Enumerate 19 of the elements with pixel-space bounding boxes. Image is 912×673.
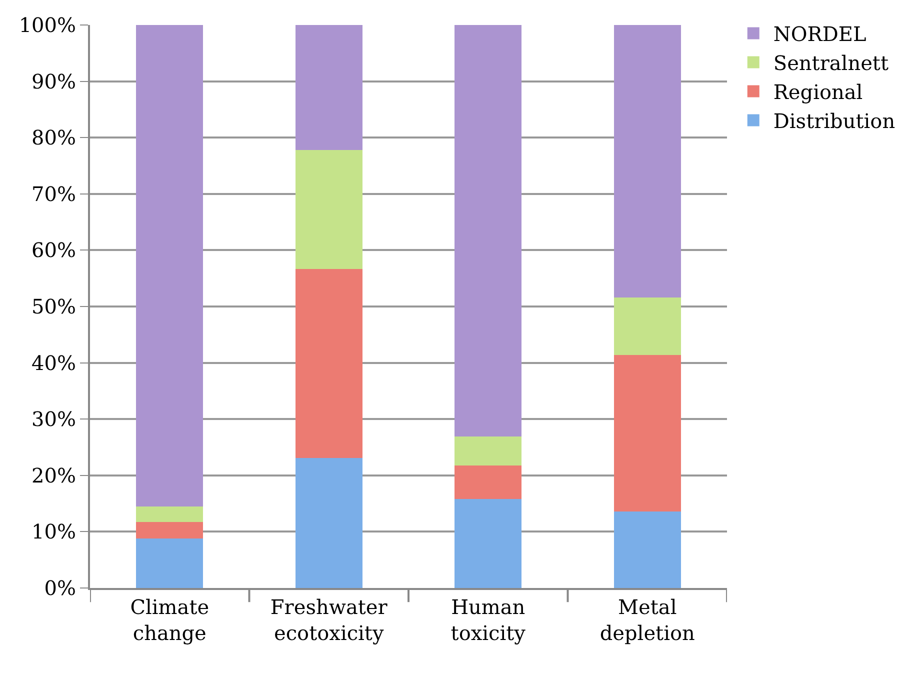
y-tick-label: 90% xyxy=(32,69,76,94)
y-tick-label: 70% xyxy=(32,182,76,206)
x-tick-label: Freshwater ecotoxicity xyxy=(270,595,388,645)
y-tick-label: 60% xyxy=(32,238,76,262)
legend-label: Sentralnett xyxy=(773,51,889,76)
x-tick-label: Metal depletion xyxy=(600,595,696,645)
y-tick-label: 0% xyxy=(44,576,76,600)
x-tick-label: Climate change xyxy=(130,595,210,645)
legend-label: Regional xyxy=(773,80,863,104)
legend-label: NORDEL xyxy=(773,22,866,46)
y-tick-label: 100% xyxy=(18,13,76,37)
x-tick-label: Human toxicity xyxy=(450,595,526,645)
y-tick-label: 40% xyxy=(32,350,76,375)
y-tick-label: 10% xyxy=(32,520,76,544)
y-tick-label: 80% xyxy=(32,126,76,150)
legend-label: Distribution xyxy=(773,109,896,134)
y-tick-label: 30% xyxy=(32,407,76,432)
y-tick-label: 50% xyxy=(32,294,76,318)
y-tick-label: 20% xyxy=(32,463,76,488)
